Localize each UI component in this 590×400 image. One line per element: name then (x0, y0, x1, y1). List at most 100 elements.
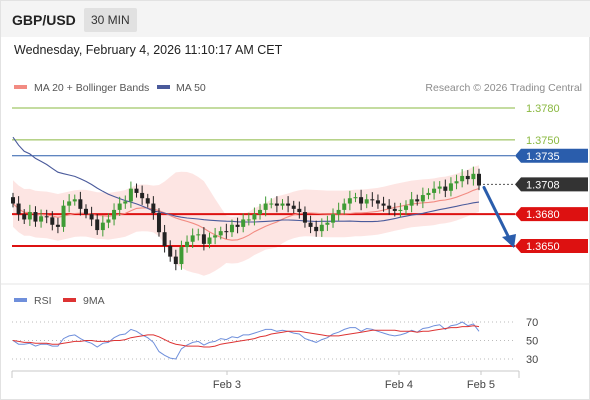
candle-body (392, 208, 397, 211)
candle (370, 192, 375, 207)
candle-body (16, 203, 21, 215)
forecast-arrow (482, 185, 516, 248)
candlesticks (11, 166, 481, 271)
candle-body (224, 231, 229, 233)
candle (207, 232, 212, 249)
candle-body (100, 222, 105, 231)
level-label-1-3650: 1.3650 (515, 239, 588, 253)
level-value-text: 1.3750 (526, 135, 560, 147)
candle-body (443, 186, 448, 191)
ma20-legend-label: MA 20 + Bollinger Bands (34, 82, 149, 94)
candle-body (319, 224, 324, 232)
candle (162, 224, 167, 253)
level-value-text: 1.3650 (526, 241, 560, 253)
candle (252, 207, 257, 226)
candle-body (375, 200, 380, 204)
candle (185, 235, 190, 253)
ma50-legend-swatch (157, 85, 170, 89)
candle (420, 187, 425, 209)
candle (44, 209, 49, 224)
level-value-tag (515, 177, 588, 192)
candle-body (72, 199, 77, 202)
candle-body (364, 199, 369, 204)
candle-body (387, 205, 392, 209)
x-tick-label: Feb 4 (385, 379, 413, 391)
candle-body (78, 199, 83, 209)
candle (50, 211, 55, 231)
candle-body (381, 203, 386, 206)
candle-body (432, 188, 437, 193)
candle-body (95, 219, 100, 231)
candle-body (325, 222, 330, 225)
candle (235, 217, 240, 234)
candle-body (235, 224, 240, 227)
candle-body (454, 181, 459, 184)
candle-body (370, 199, 375, 201)
candle (151, 196, 156, 220)
level-label-1-3735: 1.3735 (515, 148, 588, 163)
candle-body (347, 198, 352, 204)
forecast-arrow-head (502, 234, 516, 248)
candle (61, 200, 66, 232)
candle (404, 200, 409, 215)
candle-body (359, 197, 364, 204)
candle (448, 177, 453, 197)
candle-body (415, 199, 420, 202)
candle-body (420, 195, 425, 202)
candle (117, 196, 122, 216)
candle (246, 212, 251, 226)
candle (218, 226, 223, 240)
candle (359, 189, 364, 211)
candle-body (286, 203, 291, 206)
candle (145, 193, 150, 208)
candle-body (11, 197, 15, 204)
candle-body (314, 226, 319, 232)
candle-body (207, 237, 212, 244)
candle-body (83, 208, 88, 215)
candle-body (460, 175, 465, 182)
timeframe-badge[interactable]: 30 MIN (84, 8, 137, 32)
candle (11, 192, 15, 208)
candle (381, 196, 386, 212)
candle (460, 169, 465, 188)
candle (353, 192, 358, 203)
rsi-tick-label: 30 (526, 354, 538, 366)
candle-body (471, 173, 476, 180)
candle (263, 196, 268, 217)
level-value-text: 1.3735 (526, 151, 560, 163)
candle (269, 198, 274, 209)
rsi-tick-label: 70 (526, 317, 538, 329)
candle (302, 206, 307, 228)
level-value-text: 1.3680 (526, 209, 560, 221)
candle-body (190, 235, 195, 242)
source-credit: Research © 2026 Trading Central (425, 82, 582, 94)
candle (347, 190, 352, 211)
candle (55, 217, 60, 234)
candle-body (426, 192, 431, 196)
candle-body (246, 219, 251, 221)
candle (33, 206, 38, 227)
price-levels (12, 107, 515, 247)
candle-body (465, 175, 470, 180)
level-value-tag (515, 239, 588, 253)
level-value-text: 1.3780 (526, 103, 560, 115)
ma50-line (12, 136, 480, 223)
candle-body (106, 219, 111, 223)
candle (89, 206, 94, 227)
forecast-arrow-shaft (482, 185, 512, 242)
candle (465, 170, 470, 185)
candle-body (218, 231, 223, 236)
candle-body (302, 212, 307, 223)
candle-body (185, 241, 190, 248)
candle (477, 168, 481, 191)
candle (471, 166, 476, 186)
candle (22, 209, 27, 225)
candle-body (128, 188, 133, 202)
candle-body (409, 199, 414, 206)
candle-body (61, 205, 66, 227)
candle (134, 183, 139, 198)
candle-body (342, 203, 347, 210)
candle (336, 202, 341, 221)
